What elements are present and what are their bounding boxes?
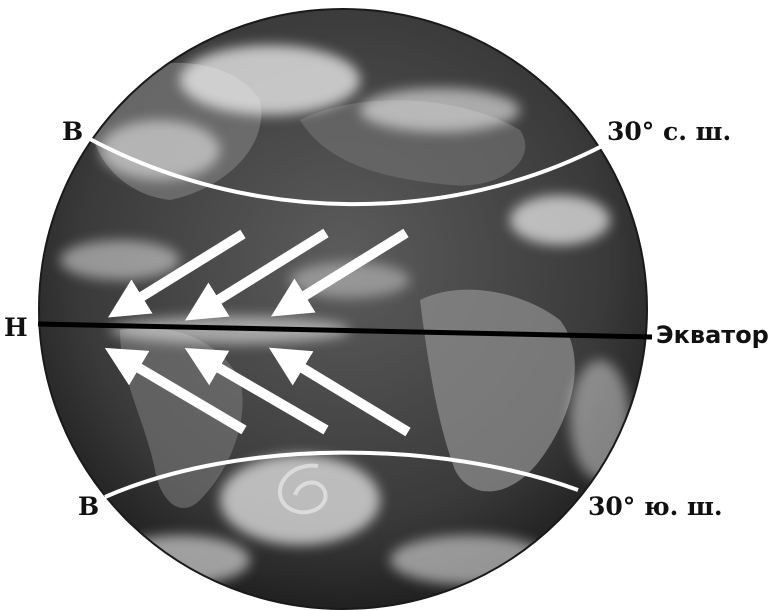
equator-label: Экватор [656,321,769,349]
equator-line [37,321,653,340]
arrow-north-2 [185,228,329,321]
arrow-south-2 [184,347,329,435]
northern-trade-wind-arrows [107,228,409,321]
arrow-south-1 [104,347,247,435]
north-30-latitude-line [87,136,605,207]
arrow-north-3 [270,228,409,317]
south-latitude-label: 30° ю. ш. [588,492,723,521]
arrow-south-3 [268,347,411,437]
cyclone-swirl [277,463,328,515]
arrow-north-1 [107,229,246,318]
south-high-pressure-label: В [78,492,99,521]
southern-trade-wind-arrows [104,347,411,437]
north-high-pressure-label: В [62,117,83,146]
low-pressure-label: Н [4,313,28,342]
africa-landmass [420,289,575,492]
south-30-latitude-line [104,450,579,499]
north-latitude-label: 30° с. ш. [607,117,731,146]
